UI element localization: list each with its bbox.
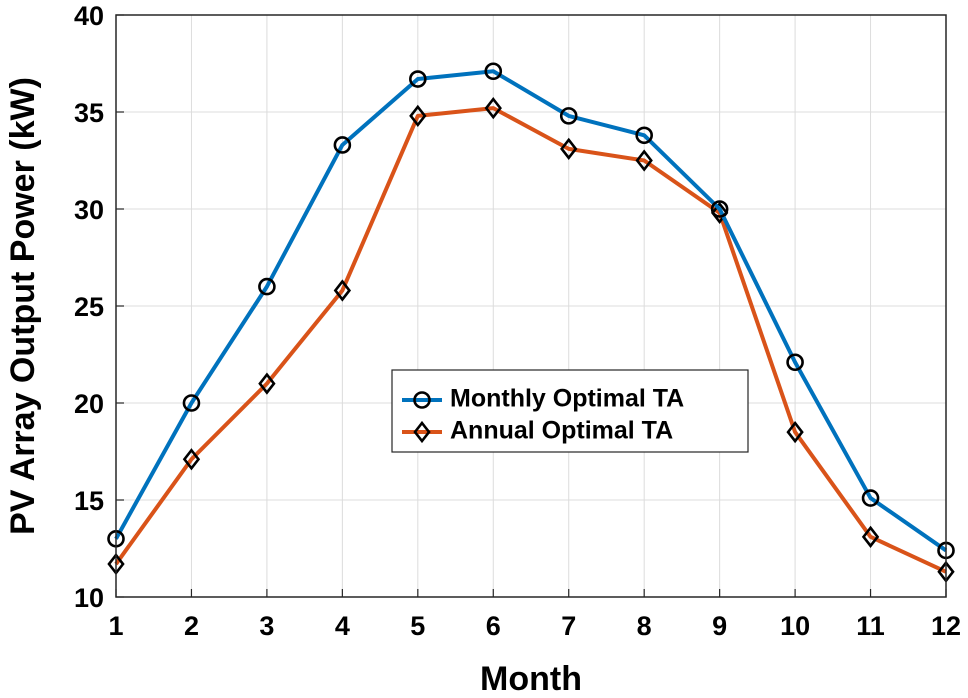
y-tick-label: 35 bbox=[74, 98, 104, 128]
x-tick-label: 7 bbox=[561, 611, 576, 641]
legend-box bbox=[391, 369, 749, 453]
series-lines bbox=[107, 62, 955, 583]
y-tick-label: 10 bbox=[74, 583, 104, 613]
data-point-annual bbox=[560, 137, 578, 160]
x-tick-label: 9 bbox=[712, 611, 727, 641]
legend-entries bbox=[402, 391, 442, 444]
x-tick-label: 11 bbox=[856, 611, 885, 641]
legend-marker-monthly bbox=[413, 391, 431, 409]
x-tick-label: 4 bbox=[335, 611, 350, 641]
x-tick-label: 12 bbox=[931, 611, 961, 641]
legend-marker-annual bbox=[413, 420, 431, 444]
y-axis-label: PV Array Output Power (kW) bbox=[4, 77, 42, 535]
legend-label-annual: Annual Optimal TA bbox=[450, 417, 673, 445]
x-tick-label: 10 bbox=[780, 611, 810, 641]
data-point-monthly bbox=[635, 126, 653, 145]
plot-frame bbox=[115, 14, 947, 598]
data-point-monthly bbox=[786, 353, 804, 372]
y-tick-label: 20 bbox=[74, 389, 104, 419]
series-line-annual bbox=[114, 106, 947, 574]
data-point-monthly bbox=[258, 277, 276, 296]
y-tick-label: 40 bbox=[74, 1, 104, 31]
data-point-monthly bbox=[484, 62, 503, 81]
data-point-annual bbox=[333, 279, 352, 302]
data-point-monthly bbox=[710, 200, 729, 218]
data-point-annual bbox=[786, 420, 804, 444]
y-tick-label: 30 bbox=[74, 195, 104, 225]
data-point-monthly bbox=[333, 136, 352, 154]
legend: Monthly Optimal TA Annual Optimal TA bbox=[391, 369, 749, 453]
data-point-monthly bbox=[182, 394, 201, 412]
data-point-annual bbox=[182, 448, 201, 471]
data-point-monthly bbox=[861, 489, 880, 507]
series-line-monthly bbox=[114, 69, 948, 553]
y-tick-label: 25 bbox=[74, 292, 104, 322]
data-point-annual bbox=[258, 372, 276, 395]
data-point-annual bbox=[635, 149, 653, 172]
data-point-annual bbox=[484, 97, 502, 120]
data-point-monthly bbox=[409, 70, 427, 88]
x-tick-label: 8 bbox=[637, 611, 652, 641]
x-axis-label: Month bbox=[480, 660, 582, 698]
data-point-annual bbox=[409, 104, 427, 127]
x-tick-label: 5 bbox=[410, 611, 425, 641]
x-tick-label: 6 bbox=[486, 611, 501, 641]
data-point-monthly bbox=[559, 107, 578, 125]
x-tick-label: 2 bbox=[184, 611, 199, 641]
y-tick-label: 15 bbox=[74, 486, 104, 516]
data-point-annual bbox=[861, 525, 880, 548]
x-tick-label: 1 bbox=[108, 611, 123, 641]
legend-label-monthly: Monthly Optimal TA bbox=[450, 385, 684, 413]
data-point-annual bbox=[710, 201, 729, 224]
x-tick-label: 3 bbox=[259, 611, 274, 641]
